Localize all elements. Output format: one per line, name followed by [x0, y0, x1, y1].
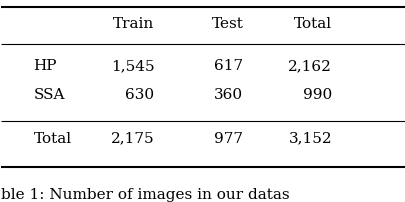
Text: 3,152: 3,152 — [288, 132, 331, 146]
Text: 990: 990 — [302, 88, 331, 102]
Text: 630: 630 — [125, 88, 154, 102]
Text: ble 1: Number of images in our datas: ble 1: Number of images in our datas — [1, 188, 289, 202]
Text: Total: Total — [34, 132, 72, 146]
Text: 360: 360 — [214, 88, 243, 102]
Text: 617: 617 — [214, 59, 243, 74]
Text: 1,545: 1,545 — [111, 59, 154, 74]
Text: 977: 977 — [214, 132, 243, 146]
Text: Train: Train — [113, 17, 154, 31]
Text: Test: Test — [211, 17, 243, 31]
Text: SSA: SSA — [34, 88, 65, 102]
Text: 2,162: 2,162 — [288, 59, 331, 74]
Text: Total: Total — [293, 17, 331, 31]
Text: 2,175: 2,175 — [111, 132, 154, 146]
Text: HP: HP — [34, 59, 57, 74]
